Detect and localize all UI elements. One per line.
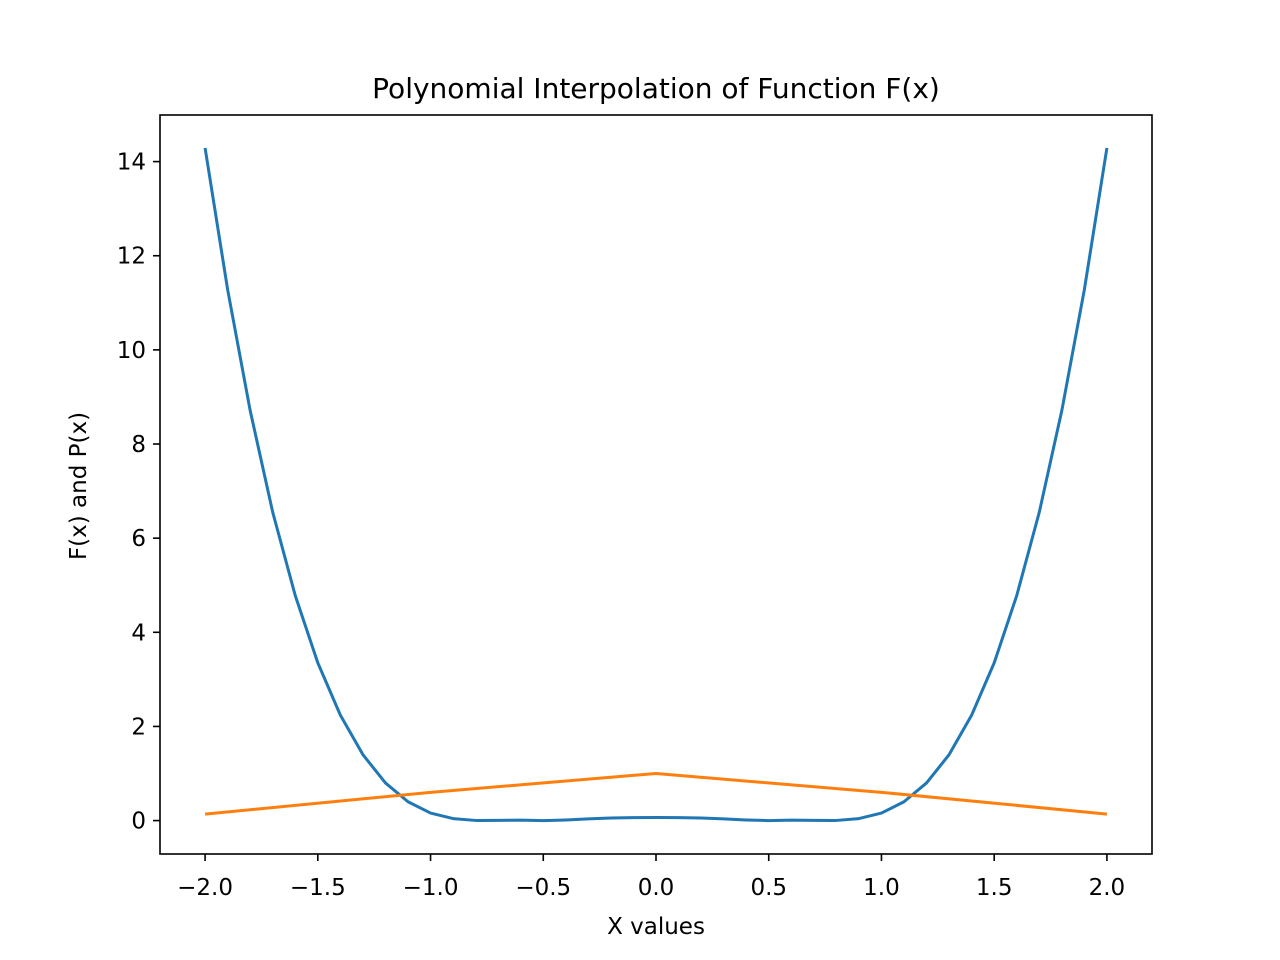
x-tick-label: 0.0 — [638, 875, 675, 901]
x-tick-label: −1.5 — [290, 875, 346, 901]
y-axis-label: F(x) and P(x) — [66, 412, 92, 560]
y-tick-label: 4 — [131, 620, 146, 646]
x-tick-label: 1.0 — [863, 875, 900, 901]
x-tick-label: −0.5 — [515, 875, 571, 901]
x-tick-label: 0.5 — [750, 875, 787, 901]
x-tick-label: 1.5 — [976, 875, 1013, 901]
x-tick-label: 2.0 — [1089, 875, 1126, 901]
y-axis: 0 2 4 6 8 10 12 14 — [117, 150, 160, 835]
y-tick-label: 8 — [131, 432, 146, 458]
y-tick-label: 6 — [131, 526, 146, 552]
chart-title: Polynomial Interpolation of Function F(x… — [372, 72, 940, 105]
x-axis: −2.0 −1.5 −1.0 −0.5 0.0 0.5 1.0 1.5 2.0 — [177, 854, 1125, 901]
plot-area — [159, 114, 1153, 855]
x-tick-label: −1.0 — [403, 875, 459, 901]
y-tick-label: 2 — [131, 714, 146, 740]
y-tick-label: 10 — [117, 338, 146, 364]
series-line-2 — [204, 772, 1108, 816]
x-axis-label: X values — [607, 914, 705, 940]
series-line-1 — [203, 147, 1109, 823]
plot-frame — [159, 114, 1153, 855]
y-tick-label: 0 — [131, 809, 146, 835]
y-tick-label: 12 — [117, 244, 146, 270]
y-tick-label: 14 — [117, 150, 146, 176]
x-tick-label: −2.0 — [177, 875, 233, 901]
